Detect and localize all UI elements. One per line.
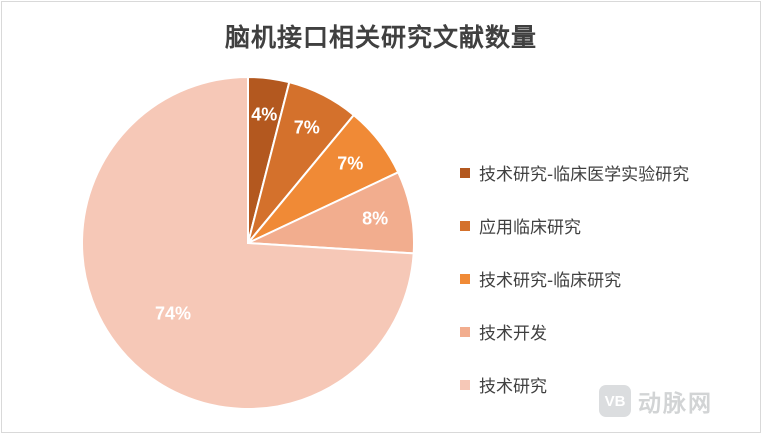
legend-swatch-2 — [460, 273, 470, 284]
legend-item-3: 技术开发 — [460, 305, 689, 358]
pie-data-label-0: 4% — [251, 105, 277, 125]
legend-swatch-4 — [460, 379, 470, 390]
pie-data-label-2: 7% — [337, 154, 363, 174]
legend-label-3: 技术开发 — [479, 324, 547, 344]
legend-item-0: 技术研究-临床医学实验研究 — [460, 146, 689, 199]
pie-data-label-1: 7% — [294, 118, 320, 138]
legend-item-1: 应用临床研究 — [460, 199, 689, 252]
legend-label-2: 技术研究-临床研究 — [479, 271, 622, 291]
pie-data-label-3: 8% — [362, 209, 388, 229]
legend-swatch-0 — [460, 167, 470, 178]
legend-label-1: 应用临床研究 — [479, 218, 581, 238]
legend-item-4: 技术研究 — [460, 358, 689, 411]
legend-swatch-3 — [460, 326, 470, 337]
legend-swatch-1 — [460, 220, 470, 231]
legend-label-4: 技术研究 — [479, 377, 547, 397]
pie-data-label-4: 74% — [155, 303, 191, 323]
pie-slice-4 — [81, 75, 415, 410]
watermark-logo: VB — [599, 385, 631, 417]
watermark: VB 动脉网 — [599, 384, 713, 418]
watermark-text: 动脉网 — [638, 391, 713, 417]
chart-title: 脑机接口相关研究文献数量 — [224, 23, 537, 52]
legend-label-0: 技术研究-临床医学实验研究 — [479, 165, 690, 185]
legend-item-2: 技术研究-临床研究 — [460, 252, 689, 305]
legend: 技术研究-临床医学实验研究 应用临床研究技术研究-临床研究 技术开发技术研究 — [460, 146, 689, 411]
